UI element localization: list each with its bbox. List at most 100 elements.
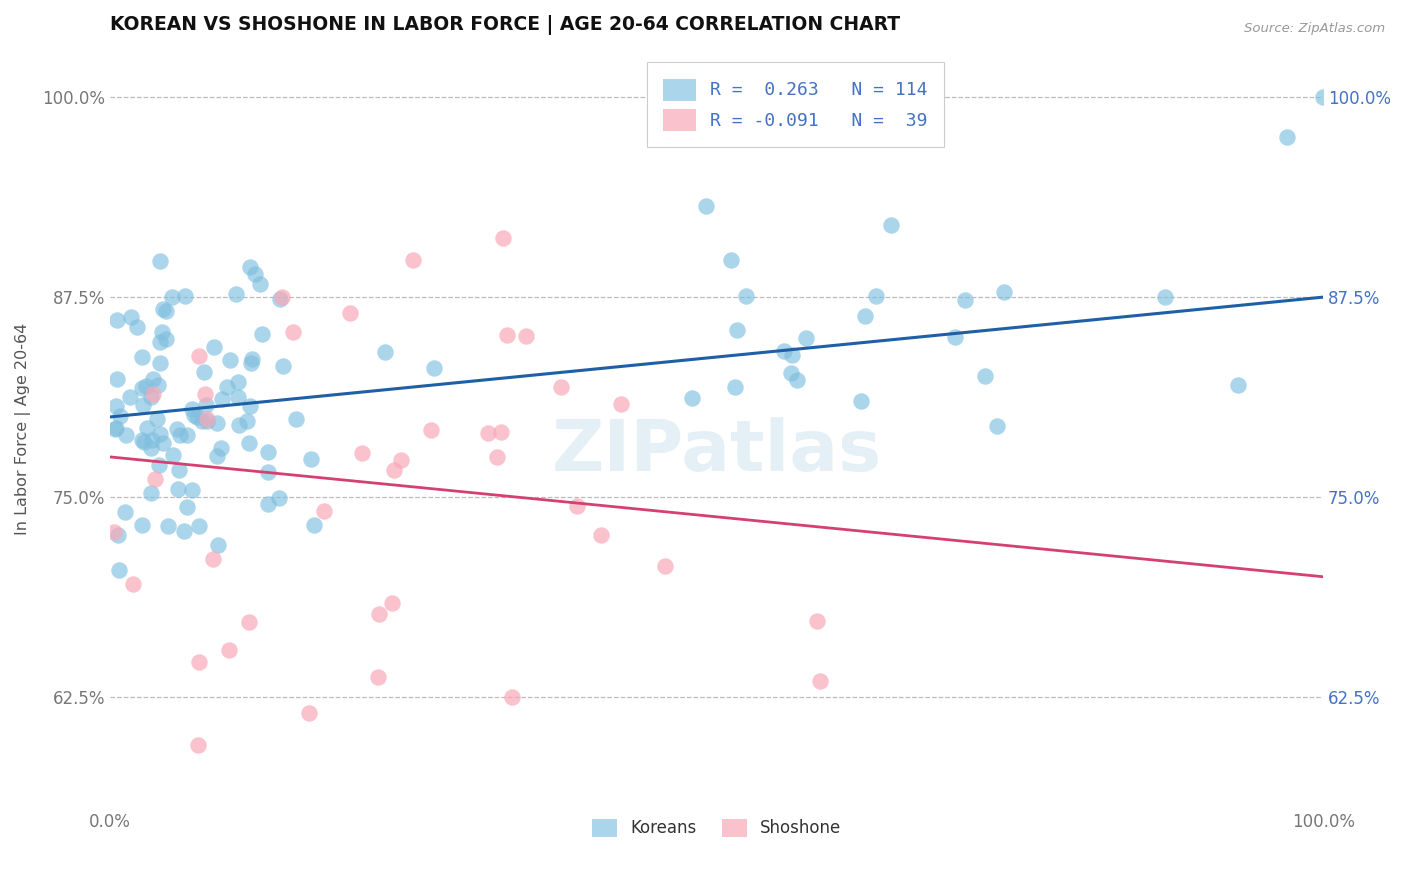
- Koreans: [240, 356, 263, 370]
- Koreans: [155, 333, 177, 347]
- Koreans: [107, 528, 129, 542]
- Koreans: [149, 254, 172, 268]
- Shoshone: [339, 306, 361, 320]
- Koreans: [853, 309, 876, 323]
- Koreans: [195, 413, 218, 427]
- Koreans: [724, 380, 747, 394]
- Shoshone: [187, 655, 209, 669]
- Shoshone: [121, 577, 143, 591]
- Koreans: [105, 399, 128, 413]
- Shoshone: [312, 504, 335, 518]
- Koreans: [267, 491, 290, 505]
- Koreans: [191, 414, 214, 428]
- Koreans: [695, 199, 717, 213]
- Koreans: [181, 401, 204, 416]
- Shoshone: [806, 614, 828, 628]
- Koreans: [105, 312, 128, 326]
- Shoshone: [402, 252, 425, 267]
- Koreans: [186, 410, 208, 425]
- Shoshone: [142, 386, 165, 401]
- Shoshone: [420, 423, 443, 437]
- Koreans: [166, 422, 188, 436]
- Koreans: [167, 463, 190, 477]
- Koreans: [239, 399, 262, 413]
- Koreans: [374, 344, 396, 359]
- Shoshone: [297, 706, 319, 720]
- Koreans: [146, 411, 169, 425]
- Shoshone: [609, 397, 631, 411]
- Koreans: [953, 293, 976, 307]
- Koreans: [135, 378, 157, 392]
- Koreans: [183, 409, 205, 423]
- Koreans: [115, 428, 138, 442]
- Koreans: [681, 391, 703, 405]
- Koreans: [257, 497, 280, 511]
- Koreans: [239, 260, 262, 274]
- Koreans: [209, 441, 232, 455]
- Koreans: [105, 372, 128, 386]
- Shoshone: [194, 386, 217, 401]
- Koreans: [423, 361, 446, 376]
- Koreans: [150, 325, 173, 339]
- Koreans: [131, 381, 153, 395]
- Koreans: [786, 373, 808, 387]
- Koreans: [249, 277, 271, 291]
- Shoshone: [808, 673, 831, 688]
- Shoshone: [201, 551, 224, 566]
- Shoshone: [195, 412, 218, 426]
- Shoshone: [218, 643, 240, 657]
- Koreans: [118, 390, 141, 404]
- Shoshone: [187, 738, 209, 752]
- Koreans: [211, 392, 233, 406]
- Koreans: [236, 414, 259, 428]
- Koreans: [131, 517, 153, 532]
- Koreans: [148, 458, 170, 472]
- Koreans: [299, 452, 322, 467]
- Koreans: [238, 435, 260, 450]
- Koreans: [974, 368, 997, 383]
- Koreans: [104, 421, 127, 435]
- Koreans: [176, 500, 198, 514]
- Shoshone: [381, 596, 404, 610]
- Shoshone: [352, 446, 374, 460]
- Koreans: [194, 398, 217, 412]
- Koreans: [240, 351, 263, 366]
- Koreans: [1154, 290, 1177, 304]
- Koreans: [131, 351, 153, 365]
- Koreans: [202, 340, 225, 354]
- Shoshone: [367, 670, 389, 684]
- Shoshone: [489, 425, 512, 439]
- Koreans: [1227, 378, 1250, 392]
- Text: Source: ZipAtlas.com: Source: ZipAtlas.com: [1244, 22, 1385, 36]
- Koreans: [149, 427, 172, 442]
- Koreans: [1312, 90, 1334, 104]
- Koreans: [176, 428, 198, 442]
- Koreans: [108, 409, 131, 423]
- Text: KOREAN VS SHOSHONE IN LABOR FORCE | AGE 20-64 CORRELATION CHART: KOREAN VS SHOSHONE IN LABOR FORCE | AGE …: [110, 15, 900, 35]
- Koreans: [880, 218, 903, 232]
- Koreans: [225, 286, 247, 301]
- Koreans: [226, 390, 249, 404]
- Koreans: [134, 434, 156, 449]
- Koreans: [1275, 130, 1298, 145]
- Legend: Koreans, Shoshone: Koreans, Shoshone: [583, 810, 849, 846]
- Koreans: [152, 436, 174, 450]
- Koreans: [136, 420, 159, 434]
- Koreans: [243, 268, 266, 282]
- Koreans: [773, 344, 796, 359]
- Koreans: [131, 433, 153, 447]
- Shoshone: [496, 328, 519, 343]
- Shoshone: [589, 527, 612, 541]
- Koreans: [865, 289, 887, 303]
- Koreans: [141, 441, 163, 455]
- Shoshone: [238, 615, 260, 629]
- Koreans: [162, 448, 184, 462]
- Koreans: [250, 326, 273, 341]
- Y-axis label: In Labor Force | Age 20-64: In Labor Force | Age 20-64: [15, 323, 31, 535]
- Shoshone: [103, 524, 125, 539]
- Koreans: [114, 505, 136, 519]
- Koreans: [257, 465, 280, 479]
- Shoshone: [550, 380, 572, 394]
- Koreans: [780, 366, 803, 380]
- Shoshone: [143, 472, 166, 486]
